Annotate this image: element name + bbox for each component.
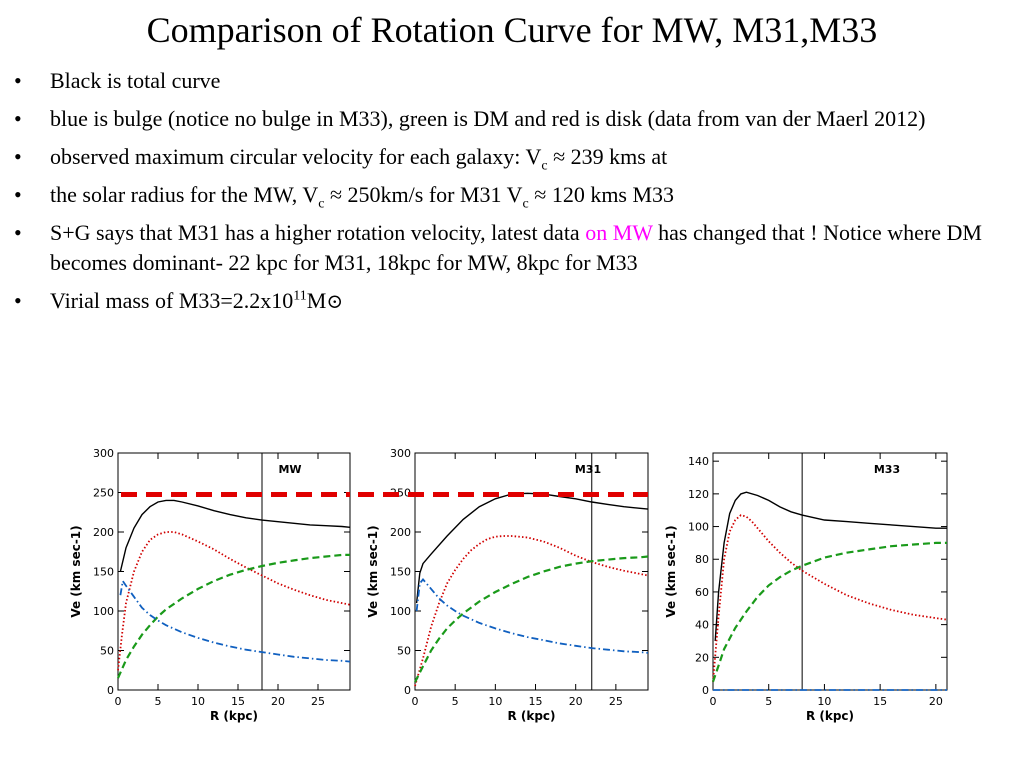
panel-label: M33 [874, 463, 900, 476]
y-tick-label: 140 [688, 455, 709, 468]
x-tick-label: 15 [873, 695, 887, 708]
bullet-item: • blue is bulge (notice no bulge in M33)… [14, 104, 1014, 134]
bullet-text: ≈ 120 kms M33 [528, 182, 675, 207]
plot-frame [712, 452, 948, 691]
x-tick-label: 20 [929, 695, 943, 708]
y-tick-label: 20 [695, 651, 709, 664]
bullet-text: ≈ 250km/s for M31 V [324, 182, 523, 207]
bullet-text: S+G says that M31 has a higher rotation … [50, 220, 586, 245]
subscript: c [522, 196, 529, 212]
bullet-item: • S+G says that M31 has a higher rotatio… [14, 218, 1014, 278]
bullet-marker: • [14, 182, 22, 207]
reference-line-m31 [358, 492, 648, 497]
y-tick-label: 0 [404, 684, 411, 697]
x-tick-label: 25 [609, 695, 623, 708]
y-axis-label: Ve (km sec-1) [366, 525, 380, 617]
bullet-item: • the solar radius for the MW, Vc ≈ 250k… [14, 180, 1014, 212]
bullet-marker: • [14, 144, 22, 169]
series-line [414, 535, 649, 687]
series-line [119, 499, 351, 572]
x-tick-label: 20 [569, 695, 583, 708]
x-axis-label: R (kpc) [806, 709, 854, 723]
bullet-text: ≈ 239 kms at [547, 144, 668, 169]
y-tick-label: 0 [107, 684, 114, 697]
x-tick-label: 15 [529, 695, 543, 708]
bullet-item: • observed maximum circular velocity for… [14, 142, 1014, 174]
y-tick-label: 200 [93, 526, 114, 539]
y-axis-label: Ve (km sec-1) [69, 525, 83, 617]
y-axis-label: Ve (km sec-1) [664, 525, 678, 617]
y-tick-label: 60 [695, 586, 709, 599]
y-tick-label: 150 [93, 566, 114, 579]
y-tick-label: 300 [93, 447, 114, 460]
y-tick-label: 120 [688, 488, 709, 501]
bullet-text: blue is bulge (notice no bulge in M33), … [50, 106, 926, 131]
series-line [414, 555, 649, 683]
slide-title: Comparison of Rotation Curve for MW, M31… [146, 10, 878, 50]
y-tick-label: 50 [397, 645, 411, 658]
y-tick-label: 80 [695, 553, 709, 566]
x-axis-label: R (kpc) [507, 709, 555, 723]
y-tick-label: 100 [390, 605, 411, 618]
x-tick-label: 20 [271, 695, 285, 708]
y-tick-label: 40 [695, 619, 709, 632]
panel-label: MW [278, 463, 301, 476]
y-tick-label: 100 [688, 521, 709, 534]
y-tick-label: 300 [390, 447, 411, 460]
x-tick-label: 5 [155, 695, 162, 708]
series-line [712, 514, 948, 682]
bullet-text: M [306, 288, 327, 313]
x-tick-label: 10 [817, 695, 831, 708]
series-line [117, 531, 351, 671]
panel-label: M31 [575, 463, 601, 476]
x-tick-label: 10 [488, 695, 502, 708]
x-tick-label: 0 [412, 695, 419, 708]
y-tick-label: 50 [100, 645, 114, 658]
bullet-marker: • [14, 106, 22, 131]
bullet-marker: • [14, 68, 22, 93]
x-tick-label: 10 [191, 695, 205, 708]
x-tick-label: 5 [452, 695, 459, 708]
x-axis-label: R (kpc) [210, 709, 258, 723]
series-line [711, 541, 947, 683]
bullet-text: Virial mass of M33=2.2x10 [50, 288, 294, 313]
y-tick-label: 150 [390, 566, 411, 579]
series-line [714, 491, 947, 642]
y-tick-label: 100 [93, 605, 114, 618]
x-tick-label: 0 [710, 695, 717, 708]
bullet-text: the solar radius for the MW, V [50, 182, 319, 207]
bullet-text: observed maximum circular velocity for e… [50, 144, 542, 169]
bullet-text: Black is total curve [50, 68, 221, 93]
x-tick-label: 5 [765, 695, 772, 708]
y-tick-label: 250 [93, 487, 114, 500]
subscript: c [318, 196, 325, 212]
highlight-text: on MW [585, 220, 653, 245]
y-tick-label: 200 [390, 526, 411, 539]
bullet-text: has changed that ! Notice where DM becom… [50, 220, 982, 275]
x-tick-label: 25 [311, 695, 325, 708]
superscript: 11 [293, 288, 307, 304]
bullet-item: • Virial mass of M33=2.2x1011M⊙ [14, 286, 1014, 317]
bullet-list: • Black is total curve • blue is bulge (… [14, 66, 1014, 325]
series-line [415, 577, 649, 654]
y-tick-label: 0 [702, 684, 709, 697]
x-tick-label: 15 [231, 695, 245, 708]
subscript: c [541, 158, 548, 174]
bullet-marker: • [14, 288, 22, 313]
reference-line-mw [121, 492, 350, 497]
x-tick-label: 0 [115, 695, 122, 708]
bullet-item: • Black is total curve [14, 66, 1014, 96]
bullet-marker: • [14, 220, 22, 245]
series-line [116, 553, 350, 679]
series-line [119, 578, 351, 663]
sun-symbol-icon: ⊙ [326, 291, 344, 313]
